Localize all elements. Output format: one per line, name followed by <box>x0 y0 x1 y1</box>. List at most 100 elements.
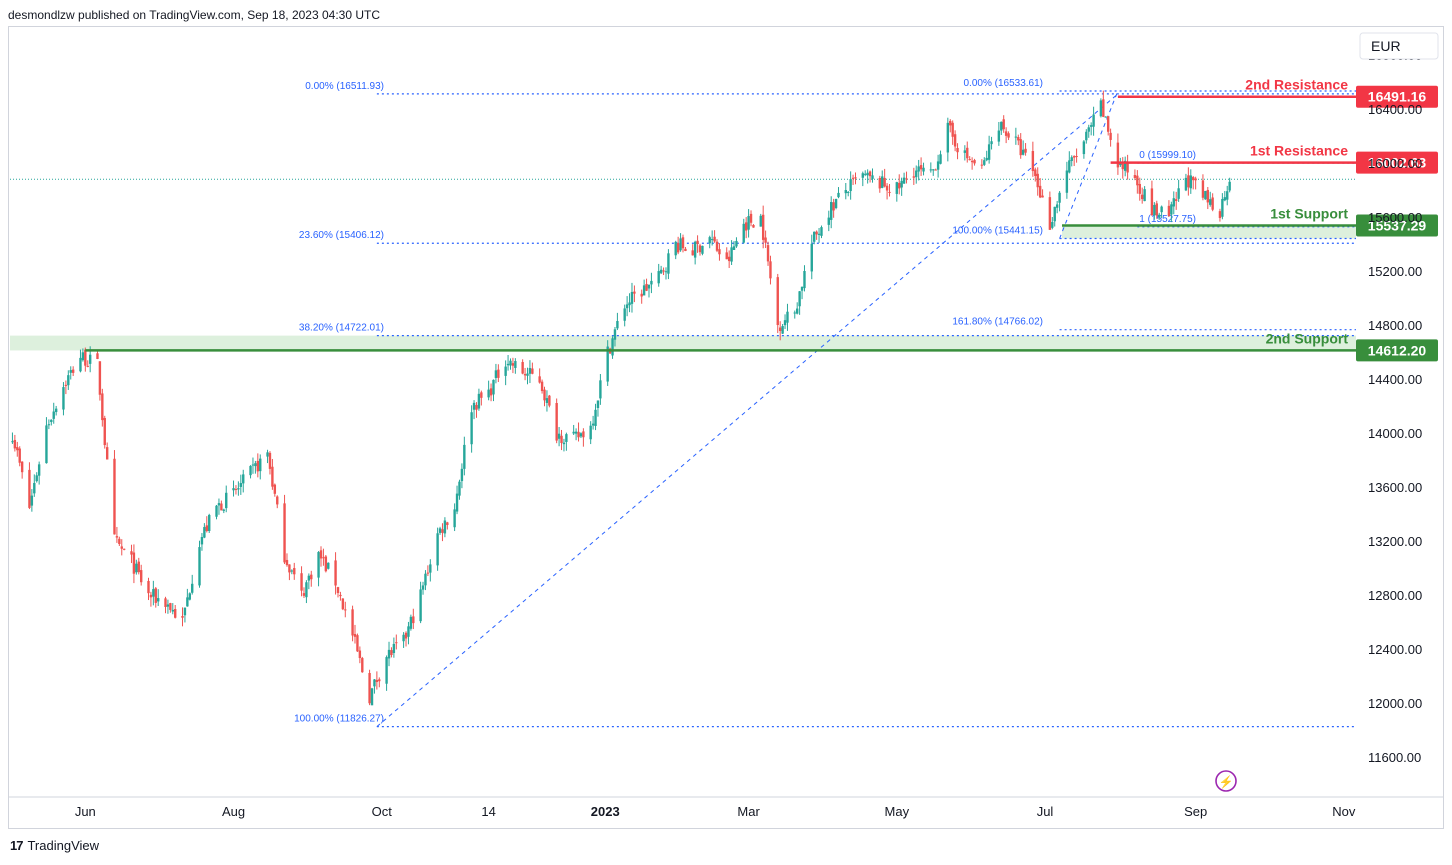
candle <box>752 224 755 228</box>
candle-body <box>589 425 592 440</box>
candle <box>970 157 974 170</box>
candle-body <box>37 464 41 476</box>
tradingview-logo-icon[interactable]: 17 <box>10 838 24 853</box>
candle <box>917 159 920 181</box>
candle-body <box>429 564 432 573</box>
candle <box>1126 154 1129 180</box>
candle <box>1143 186 1146 202</box>
candle-body <box>1017 137 1020 141</box>
chart-frame[interactable] <box>8 26 1444 829</box>
candle <box>67 370 70 390</box>
candle <box>684 246 687 252</box>
candle <box>878 175 881 193</box>
candle <box>322 548 325 566</box>
candle <box>565 432 568 451</box>
candle <box>373 678 376 694</box>
candle-body <box>98 361 102 395</box>
candle-body <box>137 561 140 573</box>
lightning-icon[interactable]: ⚡ <box>1219 775 1234 789</box>
candle-body <box>664 271 668 273</box>
candle <box>1041 189 1044 198</box>
fib-level-label: 0.00% (16533.61) <box>963 78 1043 89</box>
currency-box[interactable] <box>1359 32 1439 60</box>
candle <box>166 599 170 614</box>
candle-body <box>181 616 184 618</box>
candle-body <box>86 365 89 367</box>
candle-body <box>310 574 313 580</box>
currency-label: EUR <box>1371 38 1401 54</box>
candle-body <box>915 170 918 178</box>
candle <box>300 566 303 597</box>
candle-body <box>781 326 784 334</box>
candle <box>1102 90 1105 118</box>
candle-body <box>511 363 515 366</box>
candle <box>47 419 51 430</box>
candle-body <box>895 182 899 194</box>
candle <box>307 573 311 590</box>
candle <box>205 516 208 533</box>
candle-body <box>557 433 561 439</box>
candle <box>334 552 337 595</box>
candle-body <box>1218 211 1222 218</box>
footer-brand[interactable]: TradingView <box>27 838 100 853</box>
candle-body <box>52 411 55 419</box>
candle-body <box>361 658 364 673</box>
candle <box>812 231 816 245</box>
candle-body <box>749 213 753 223</box>
candle <box>934 168 937 171</box>
candle-body <box>438 528 442 533</box>
candle <box>28 462 31 510</box>
candle <box>1034 167 1037 182</box>
candle-body <box>1153 204 1156 216</box>
candle <box>1036 167 1039 196</box>
candle <box>854 172 857 185</box>
candle <box>234 485 238 495</box>
candle <box>139 564 143 586</box>
lightning-icon-circle[interactable] <box>1215 770 1237 792</box>
candle-body <box>800 286 804 291</box>
candle-body <box>251 464 255 466</box>
candle-body <box>560 435 563 443</box>
candle-body <box>183 607 187 616</box>
candle <box>1150 180 1154 216</box>
candle <box>616 312 619 331</box>
fibonacci-layer: 0.00% (16511.93) 23.60% (15406.12) 38.20% … <box>10 78 1356 728</box>
candle <box>781 323 784 335</box>
candle-body <box>623 308 626 321</box>
candle-body <box>387 649 391 659</box>
candle <box>596 400 600 417</box>
candle-body <box>983 160 986 165</box>
candle <box>113 450 116 535</box>
candle-body <box>864 173 867 175</box>
candle-body <box>268 452 272 469</box>
candle <box>497 364 500 383</box>
candle-body <box>50 419 53 423</box>
candle <box>698 243 702 256</box>
candle <box>506 355 510 371</box>
candle-body <box>970 160 974 163</box>
price-badge-text: 15537.29 <box>1368 218 1427 234</box>
time-tick-label: Mar <box>737 804 760 819</box>
candle-body <box>1068 160 1071 173</box>
candle-body <box>392 643 396 654</box>
candle <box>215 504 218 520</box>
candle <box>664 267 668 280</box>
candle-body <box>1133 175 1137 178</box>
candle <box>242 469 245 493</box>
candle <box>86 360 89 368</box>
candle <box>764 230 767 248</box>
candle <box>650 272 653 294</box>
candle-body <box>1058 192 1061 203</box>
candle-body <box>761 214 765 240</box>
candle-body <box>293 568 296 575</box>
candle-body <box>776 277 779 326</box>
candle-body <box>929 169 933 171</box>
candle-body <box>1189 175 1192 189</box>
candle <box>487 380 490 401</box>
time-tick-label: May <box>885 804 910 819</box>
candle <box>1201 174 1205 201</box>
candle <box>827 210 830 232</box>
candle-body <box>132 552 136 574</box>
candle-body <box>402 634 405 642</box>
